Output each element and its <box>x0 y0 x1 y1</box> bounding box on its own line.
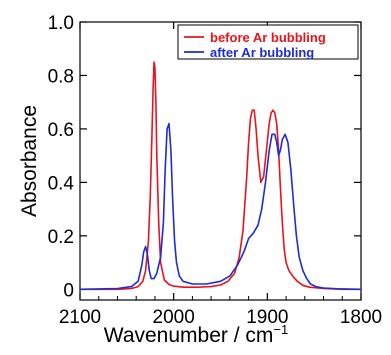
x-axis-title-main: Wavenumber / cm <box>104 324 274 347</box>
series-layer <box>79 61 362 291</box>
y-tick-label: 0.2 <box>48 227 74 248</box>
legend-label: before Ar bubbling <box>210 30 326 45</box>
y-tick-label: 0.4 <box>48 173 75 194</box>
x-axis-title-superscript: −1 <box>273 322 288 337</box>
x-tick-label: 2000 <box>153 307 195 328</box>
x-tick-label: 1800 <box>340 307 382 328</box>
y-axis-title: Absorbance <box>18 105 41 217</box>
x-axis-title: Wavenumber / cm−1 <box>104 322 288 347</box>
x-tick-label: 1900 <box>246 307 288 328</box>
axis-ticks: 0 0.2 0.4 0.6 0.8 1.0 2100 2000 1900 1800 <box>48 13 383 328</box>
legend-label: after Ar bubbling <box>210 45 314 60</box>
y-tick-label: 0.8 <box>48 66 74 87</box>
y-tick-label: 0.6 <box>48 120 74 141</box>
series-line-after <box>79 122 362 291</box>
y-tick-label: 1.0 <box>48 13 74 34</box>
y-tick-label: 0 <box>63 280 74 301</box>
x-tick-label: 2100 <box>59 307 101 328</box>
series-line-before <box>80 61 361 291</box>
plot-frame <box>79 21 362 301</box>
legend-box <box>177 24 359 60</box>
